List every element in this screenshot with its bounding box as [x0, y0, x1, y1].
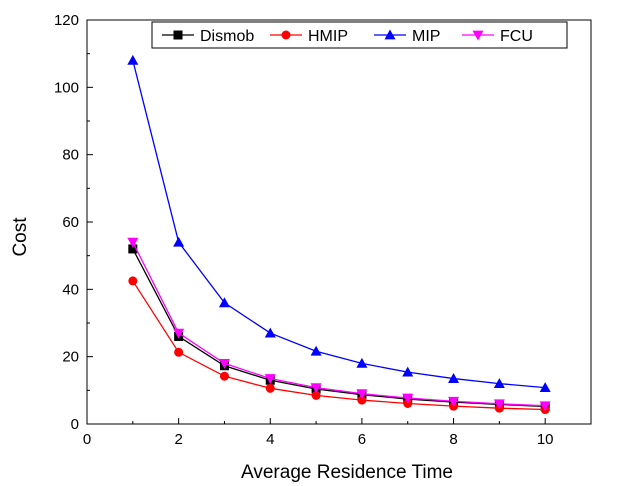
- data-point: [265, 383, 275, 393]
- data-point: [310, 345, 322, 356]
- legend-label: FCU: [500, 28, 533, 45]
- data-point: [264, 374, 276, 385]
- x-axis: 0 2 4 6 8 10: [83, 418, 554, 448]
- legend-entry: Dismob: [162, 28, 254, 45]
- data-point: [493, 378, 505, 388]
- series-line: [132, 60, 546, 389]
- series-fcu: [127, 237, 551, 412]
- series-line: [132, 248, 546, 408]
- data-point: [493, 399, 505, 410]
- y-tick-label: 100: [54, 79, 79, 96]
- data-point: [128, 244, 138, 254]
- x-tick-label: 10: [537, 431, 554, 448]
- plot-frame: [86, 19, 592, 425]
- x-tick-label: 0: [83, 431, 91, 448]
- y-tick-label: 40: [62, 281, 79, 298]
- data-point: [174, 347, 184, 357]
- x-tick-label: 4: [266, 431, 274, 448]
- data-point: [128, 276, 138, 286]
- data-point: [539, 401, 551, 412]
- legend-marker: [281, 30, 291, 40]
- data-point: [539, 382, 551, 393]
- y-tick-label: 20: [62, 349, 79, 366]
- legend-label: HMIP: [308, 28, 348, 45]
- data-point: [264, 327, 276, 338]
- legend-entry: MIP: [374, 28, 440, 45]
- data-point: [448, 373, 460, 383]
- y-tick-label: 0: [71, 416, 79, 433]
- series-mip: [127, 54, 551, 393]
- x-tick-label: 6: [358, 431, 366, 448]
- data-point: [402, 366, 414, 377]
- y-axis-label: Cost: [10, 217, 31, 257]
- y-axis: 0 20 40 60 80 100 120: [54, 12, 93, 433]
- data-point: [218, 359, 230, 369]
- y-tick-label: 120: [54, 12, 79, 29]
- legend-marker: [472, 30, 484, 41]
- y-tick-label: 60: [62, 214, 79, 231]
- legend-box: [151, 21, 568, 49]
- data-point: [357, 395, 367, 405]
- data-point: [219, 371, 229, 381]
- legend: Dismob HMIP MIP FCU: [151, 21, 568, 49]
- y-tick-label: 80: [62, 147, 79, 164]
- legend-entry: FCU: [462, 28, 533, 45]
- data-point: [218, 297, 230, 308]
- series-layer: [127, 54, 551, 415]
- data-point: [127, 54, 139, 65]
- series-dismob: [128, 244, 550, 411]
- data-point: [173, 236, 185, 247]
- legend-marker: [384, 29, 396, 40]
- data-point: [356, 357, 368, 368]
- x-tick-label: 8: [449, 431, 457, 448]
- series-line: [132, 280, 546, 411]
- data-point: [356, 389, 368, 400]
- series-line: [132, 241, 546, 407]
- data-point: [402, 393, 414, 404]
- data-point: [127, 237, 139, 248]
- legend-entry: HMIP: [270, 28, 348, 45]
- data-point: [448, 396, 460, 407]
- legend-label: MIP: [412, 28, 440, 45]
- data-point: [310, 383, 322, 394]
- legend-label: Dismob: [200, 28, 254, 45]
- legend-marker: [173, 30, 183, 40]
- data-point: [173, 328, 185, 339]
- x-tick-label: 2: [174, 431, 182, 448]
- x-axis-label: Average Residence Time: [241, 462, 453, 483]
- data-point: [311, 390, 321, 400]
